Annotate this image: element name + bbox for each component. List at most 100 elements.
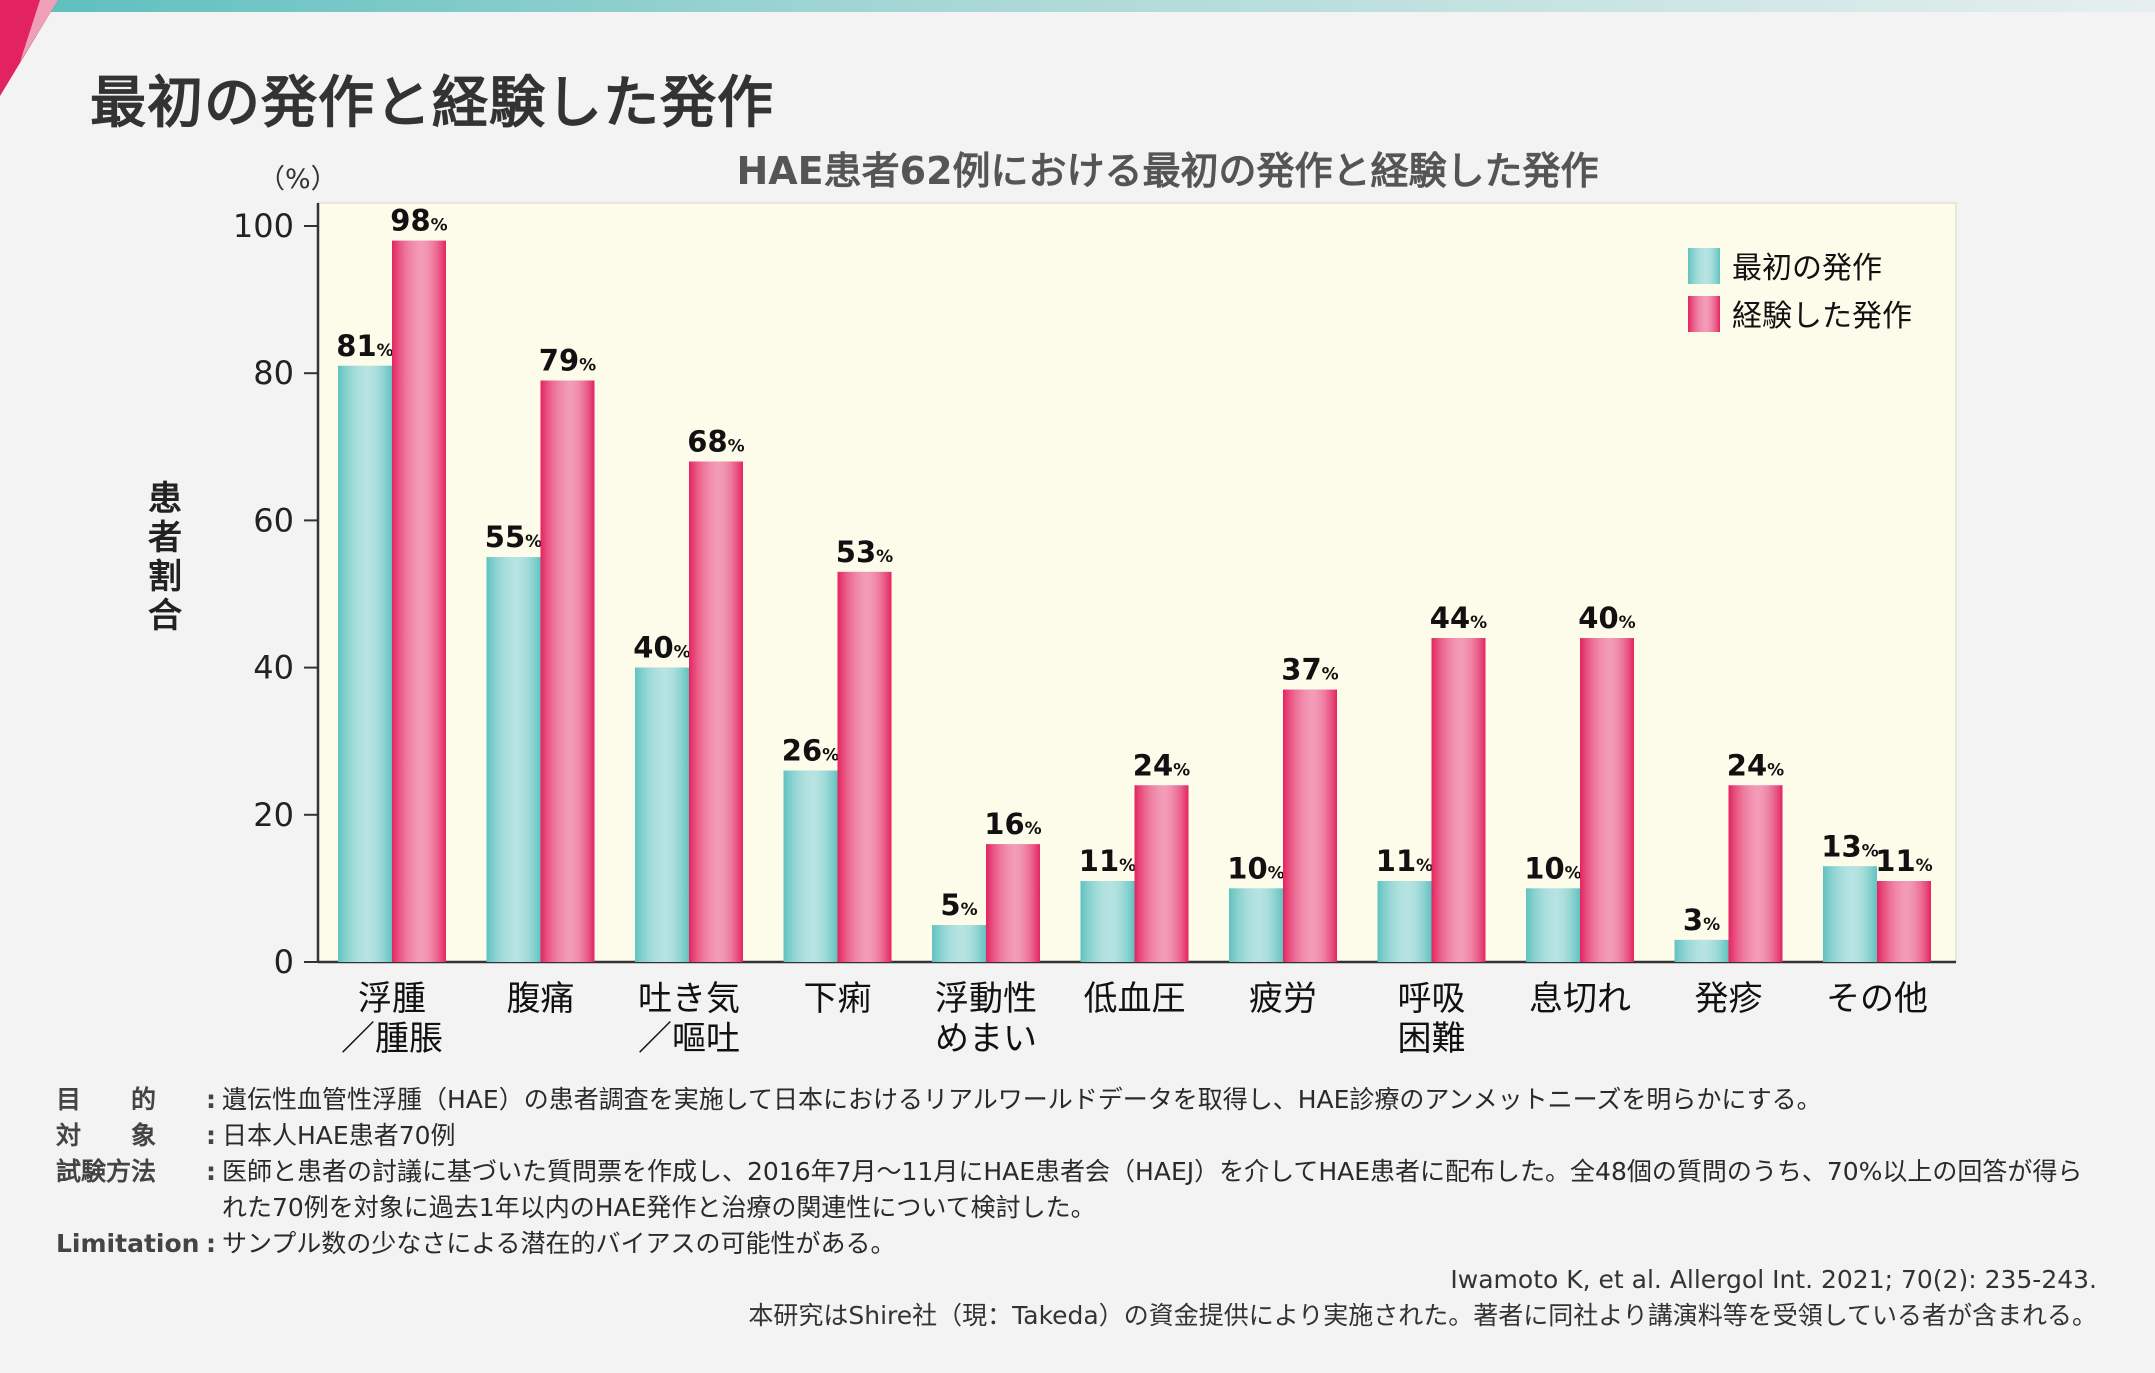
x-category-label: 息切れ: [1529, 979, 1631, 1019]
bar-highlight: [986, 844, 1040, 962]
x-category-label: 浮動性めまい: [935, 979, 1037, 1059]
x-category-label-line: ／腫脹: [341, 1019, 443, 1059]
data-label-unit: %: [1619, 613, 1636, 633]
bar-highlight: [1877, 881, 1931, 962]
data-label-value: 24: [1133, 748, 1173, 782]
x-category-label: 発疹: [1695, 979, 1763, 1019]
note-text: サンプル数の少なさによる潜在的バイアスの可能性がある。: [222, 1229, 896, 1258]
data-label: 13%: [1821, 829, 1878, 863]
note-label: Limitation: [56, 1229, 200, 1258]
x-category-label: 吐き気／嘔吐: [638, 979, 740, 1059]
data-label: 5%: [940, 888, 977, 922]
note-colon: :: [206, 1085, 216, 1114]
note-text: 遺伝性血管性浮腫（HAE）の患者調査を実施して日本におけるリアルワールドデータを…: [222, 1085, 1822, 1114]
data-label-value: 79: [539, 344, 579, 378]
data-label: 98%: [390, 204, 447, 238]
bar-highlight: [392, 240, 446, 963]
note-text: 医師と患者の討議に基づいた質問票を作成し、2016年7月～11月にHAE患者会（…: [222, 1157, 2083, 1222]
data-label-value: 16: [984, 807, 1024, 841]
data-label: 40%: [633, 631, 690, 665]
data-label: 11%: [1376, 844, 1433, 878]
data-label-unit: %: [1565, 863, 1582, 883]
page-title: 最初の発作と経験した発作: [90, 71, 774, 136]
data-label-unit: %: [876, 547, 893, 567]
y-unit-label: （%）: [258, 164, 338, 195]
x-category-label-line: 腹痛: [507, 979, 575, 1019]
chart-title: HAE患者62例における最初の発作と経験した発作: [736, 149, 1599, 193]
header-band: [0, 0, 2155, 12]
data-label-value: 11: [1875, 844, 1915, 878]
bar-chart: 020406080100（%）患者割合81%98%浮腫／腫脹55%79%腹痛40…: [148, 164, 1957, 1059]
bar-highlight: [486, 557, 541, 962]
bar-highlight: [1431, 638, 1486, 962]
note-label: 目 的: [56, 1085, 157, 1114]
data-label-unit: %: [1862, 841, 1879, 861]
data-label-value: 53: [836, 535, 876, 569]
legend-swatch-highlight: [1688, 296, 1720, 332]
data-label-value: 10: [1227, 851, 1267, 885]
bar-highlight: [689, 461, 743, 962]
note-label: 試験方法: [56, 1157, 157, 1186]
bar-highlight: [540, 380, 595, 962]
bar-highlight: [783, 770, 838, 962]
x-category-label: 浮腫／腫脹: [341, 979, 443, 1059]
x-category-label-line: 下痢: [804, 979, 872, 1019]
x-category-label-line: 吐き気: [638, 979, 740, 1019]
bar-highlight: [837, 571, 892, 962]
bar-highlight: [1526, 888, 1580, 962]
bar-highlight: [932, 925, 986, 962]
data-label: 40%: [1578, 601, 1635, 635]
citation-funding: 本研究はShire社（現：Takeda）の資金提供により実施された。著者に同社よ…: [748, 1301, 2097, 1330]
legend-swatch-highlight: [1688, 248, 1720, 284]
data-label-value: 40: [1578, 601, 1618, 635]
note-row-subjects: 対 象 : 日本人HAE患者70例: [56, 1118, 2106, 1154]
data-label: 44%: [1430, 601, 1487, 635]
note-row-method: 試験方法 : 医師と患者の討議に基づいた質問票を作成し、2016年7月～11月に…: [56, 1154, 2106, 1226]
data-label-unit: %: [1268, 863, 1285, 883]
bar-highlight: [1229, 888, 1283, 962]
data-label-value: 98: [390, 204, 430, 238]
citation: Iwamoto K, et al. Allergol Int. 2021; 70…: [748, 1262, 2097, 1334]
data-label-unit: %: [1119, 856, 1136, 876]
data-label: 16%: [984, 807, 1041, 841]
data-label-value: 68: [687, 425, 727, 459]
x-category-label-line: 呼吸: [1398, 979, 1466, 1019]
y-axis-label-char: 者: [148, 518, 182, 558]
data-label-unit: %: [1470, 613, 1487, 633]
y-axis-label: 患者割合: [148, 479, 182, 636]
data-label-value: 37: [1281, 653, 1321, 687]
data-label-unit: %: [1173, 760, 1190, 780]
note-row-limitation: Limitation : サンプル数の少なさによる潜在的バイアスの可能性がある。: [56, 1226, 2106, 1262]
data-label: 11%: [1079, 844, 1136, 878]
data-label: 79%: [539, 344, 596, 378]
x-category-label-line: 発疹: [1695, 979, 1763, 1019]
data-label-unit: %: [525, 532, 542, 552]
data-label-value: 11: [1079, 844, 1119, 878]
data-label: 11%: [1875, 844, 1932, 878]
note-colon: :: [206, 1229, 216, 1258]
data-label-unit: %: [1767, 760, 1784, 780]
bar-highlight: [1674, 939, 1729, 962]
data-label: 55%: [485, 520, 542, 554]
y-tick-label: 40: [253, 649, 294, 687]
data-label-value: 40: [633, 631, 673, 665]
data-label-unit: %: [1025, 819, 1042, 839]
x-category-label-line: ／嘔吐: [638, 1019, 740, 1059]
data-label: 68%: [687, 425, 744, 459]
x-category-label-line: 困難: [1398, 1019, 1466, 1059]
bar-highlight: [1134, 785, 1189, 962]
x-category-label-line: その他: [1826, 979, 1928, 1019]
data-label-unit: %: [674, 643, 691, 663]
data-label-value: 24: [1727, 748, 1767, 782]
x-category-label-line: 浮動性: [935, 979, 1037, 1019]
y-tick-label: 0: [274, 943, 294, 981]
data-label-unit: %: [728, 437, 745, 457]
data-label-unit: %: [961, 900, 978, 920]
data-label-unit: %: [822, 746, 839, 766]
note-colon: :: [206, 1157, 216, 1186]
note-row-purpose: 目 的 : 遺伝性血管性浮腫（HAE）の患者調査を実施して日本におけるリアルワー…: [56, 1082, 2106, 1118]
data-label-unit: %: [431, 216, 448, 236]
data-label-value: 26: [782, 734, 822, 768]
citation-reference: Iwamoto K, et al. Allergol Int. 2021; 70…: [1450, 1265, 2097, 1294]
bar-highlight: [1823, 866, 1877, 962]
